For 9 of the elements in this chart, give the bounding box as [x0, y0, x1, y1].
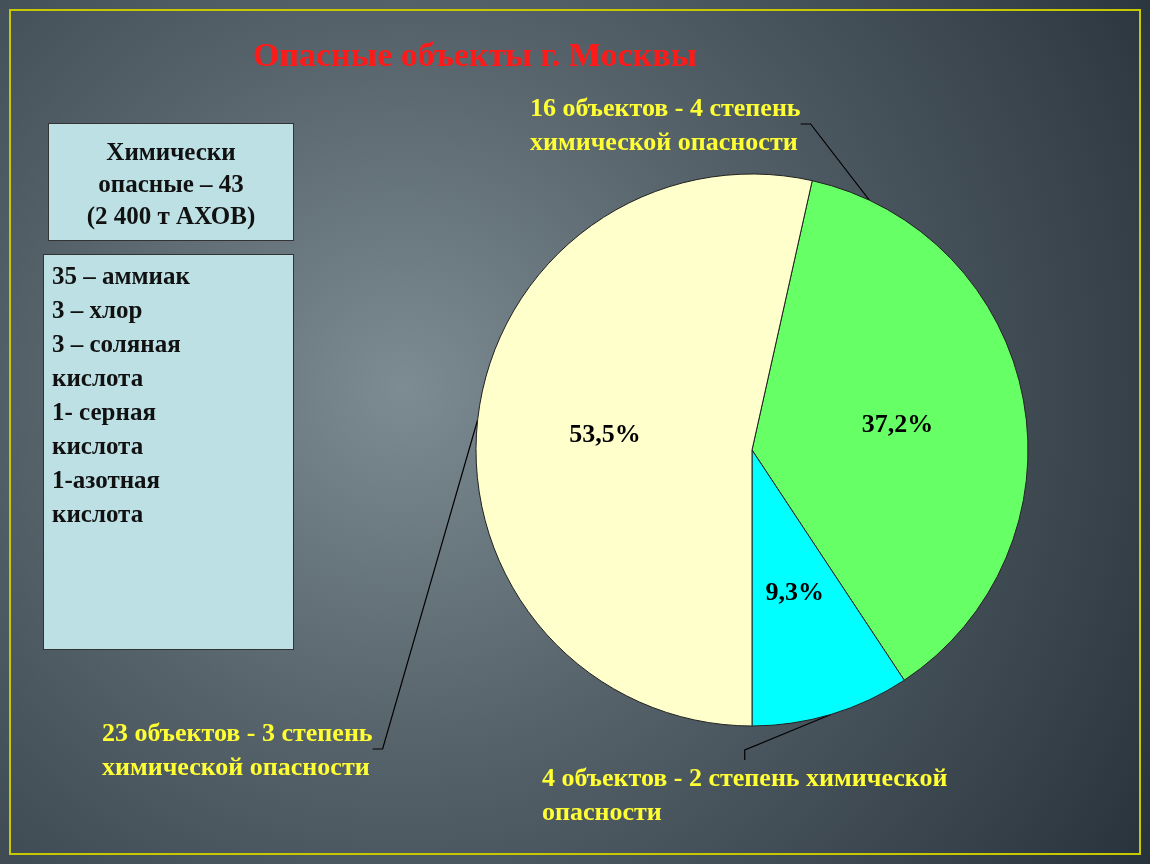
slice-label: 16 объектов - 4 степень химической опасности: [530, 92, 801, 156]
data-label: 9,3%: [765, 577, 824, 607]
slice-label: 4 объектов - 2 степень химической опасности: [542, 762, 948, 826]
chart-title: Опасные объекты г. Москвы: [252, 35, 698, 73]
slice-label: 23 объектов - 3 степень химической опасности: [102, 717, 373, 781]
data-label: 37,2%: [861, 408, 934, 438]
text: 35 – аммиак 3 – хлор 3 – соляная кислота 1- серная кислота 1-азотная кислота: [43, 254, 294, 650]
data-label: 53,5%: [569, 419, 641, 449]
text: Химически опасные – 43 (2 400 т АХОВ): [48, 123, 294, 241]
